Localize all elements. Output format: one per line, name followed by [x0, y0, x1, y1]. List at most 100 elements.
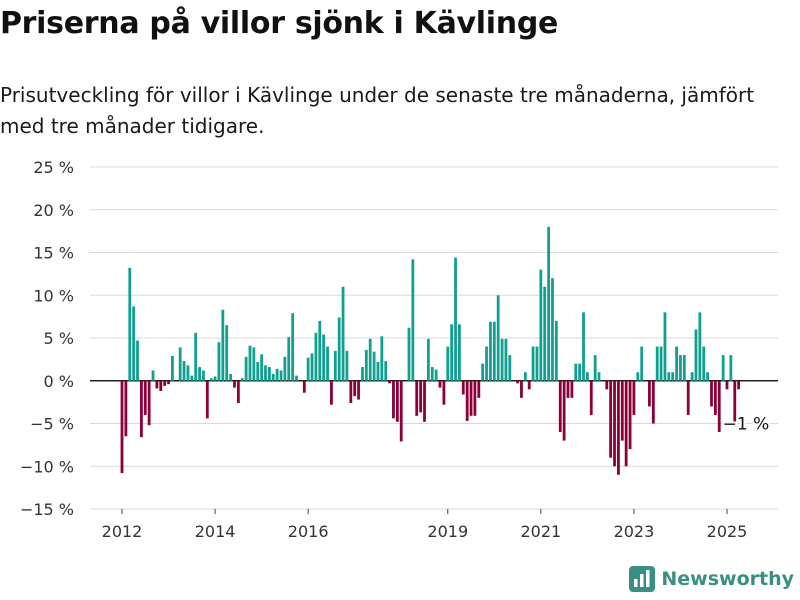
bar-negative [570, 380, 574, 398]
bar-positive [523, 372, 527, 381]
bar-negative [477, 380, 481, 398]
x-tick-label: 2023 [614, 522, 655, 541]
bar-positive [217, 342, 221, 381]
bar-positive [597, 372, 601, 381]
bar-series [120, 226, 741, 475]
bar-chart-logo-icon [629, 566, 656, 592]
bar-positive [539, 269, 543, 381]
bar-positive [675, 346, 678, 381]
bar-positive [326, 346, 329, 381]
bar-positive [698, 312, 702, 381]
y-tick-label: 20 % [33, 201, 74, 220]
y-tick-label: 10 % [33, 286, 74, 305]
bar-positive [706, 372, 709, 381]
bar-positive [368, 338, 372, 381]
bar-positive [178, 347, 182, 381]
bar-negative [620, 380, 624, 441]
bar-positive [411, 259, 415, 381]
bar-negative [461, 380, 465, 395]
bar-positive [481, 363, 485, 381]
bar-positive [458, 324, 461, 381]
bar-negative [717, 380, 721, 433]
x-tick-label: 2014 [195, 522, 236, 541]
bar-negative [442, 380, 446, 405]
bar-positive [310, 353, 314, 381]
bar-positive [260, 354, 264, 381]
chart-title: Priserna på villor sjönk i Kävlinge [0, 6, 559, 41]
bar-positive [554, 320, 558, 381]
bar-negative [465, 380, 469, 421]
bar-positive [171, 355, 174, 381]
bar-positive [702, 346, 706, 381]
bar-negative [710, 380, 713, 407]
bar-positive [248, 345, 252, 381]
bar-positive [585, 372, 589, 381]
bar-positive [694, 329, 698, 381]
bar-positive [225, 325, 229, 381]
bar-negative [423, 380, 426, 422]
bar-negative [605, 380, 609, 390]
bar-positive [543, 286, 547, 381]
bar-positive [535, 346, 539, 381]
bar-positive [322, 334, 326, 381]
bar-negative [737, 380, 741, 390]
brand-name: Newsworthy [661, 568, 794, 590]
bar-negative [624, 380, 628, 467]
bar-positive [682, 355, 686, 381]
bar-positive [287, 337, 291, 381]
bar-positive [182, 361, 186, 381]
bar-positive [333, 350, 337, 381]
bar-positive [361, 367, 364, 381]
bar-negative [632, 380, 636, 415]
bar-negative [527, 380, 531, 390]
bar-positive [531, 346, 535, 381]
bar-negative [399, 380, 403, 442]
bar-positive [337, 317, 341, 381]
bar-positive [492, 321, 496, 381]
bar-positive [291, 313, 295, 381]
bar-positive [500, 338, 504, 381]
y-tick-label: −10 % [20, 457, 74, 476]
bar-negative [686, 380, 690, 415]
x-tick-label: 2021 [520, 522, 561, 541]
bar-positive [198, 367, 201, 381]
y-tick-label: −15 % [20, 500, 74, 519]
bar-positive [407, 327, 411, 381]
bar-positive [690, 372, 694, 381]
y-tick-label: 0 % [44, 372, 74, 391]
bar-negative [617, 380, 620, 475]
bar-positive [209, 378, 213, 381]
x-tick-label: 2025 [707, 522, 748, 541]
bar-positive [271, 373, 275, 381]
brand-logo[interactable]: Newsworthy [629, 566, 794, 592]
bar-negative [392, 380, 395, 419]
bar-negative [589, 380, 593, 415]
bar-negative [562, 380, 566, 441]
chart-subtitle: Prisutveckling för villor i Kävlinge und… [0, 83, 755, 138]
bar-positive [593, 355, 597, 381]
bar-negative [349, 380, 353, 403]
bar-positive [380, 336, 384, 381]
bar-negative [395, 380, 399, 422]
bar-positive [202, 370, 205, 381]
bar-negative [713, 380, 717, 415]
bar-positive [547, 226, 551, 381]
bar-negative [159, 380, 163, 392]
bar-positive [384, 361, 388, 381]
grid-lines [90, 166, 778, 514]
bar-negative [330, 380, 333, 405]
bar-negative [516, 380, 519, 384]
bar-positive [264, 365, 267, 381]
bar-positive [128, 267, 132, 381]
bar-positive [244, 356, 248, 381]
bar-negative [566, 380, 570, 398]
bar-positive [229, 373, 232, 381]
bar-positive [295, 375, 298, 381]
bar-positive [279, 370, 283, 381]
bar-negative [205, 380, 209, 419]
bar-positive [582, 312, 585, 381]
bar-positive [671, 372, 675, 381]
y-tick-label: 25 % [33, 158, 74, 177]
bar-positive [508, 355, 512, 381]
